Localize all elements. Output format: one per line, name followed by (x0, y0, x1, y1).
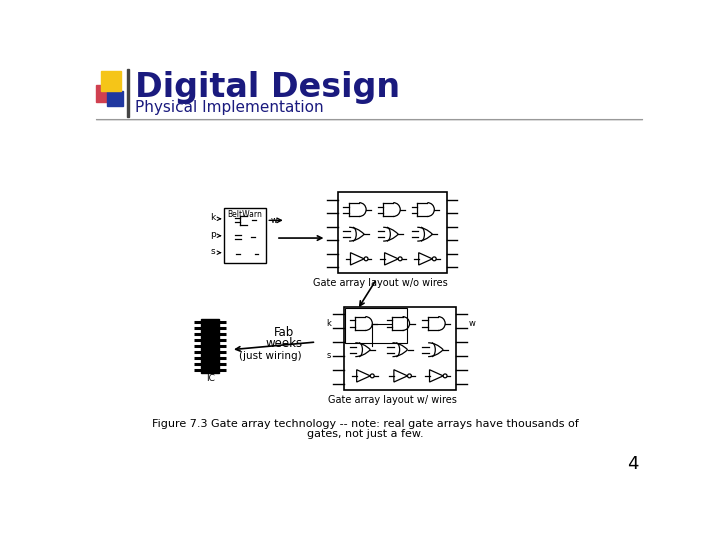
Text: w: w (271, 216, 277, 225)
Text: s: s (210, 247, 215, 255)
Text: 4: 4 (626, 455, 638, 472)
Text: (just wiring): (just wiring) (239, 351, 302, 361)
Text: Gate array layout w/ wires: Gate array layout w/ wires (328, 395, 456, 405)
Text: p: p (210, 230, 216, 239)
Text: Figure 7.3 Gate array technology -- note: real gate arrays have thousands of: Figure 7.3 Gate array technology -- note… (152, 418, 578, 429)
Text: Digital Design: Digital Design (135, 71, 400, 104)
Text: k: k (210, 213, 215, 222)
Text: Gate array layout w/o wires: Gate array layout w/o wires (313, 278, 448, 288)
Text: BeltWarn: BeltWarn (228, 210, 262, 219)
Bar (201, 319, 220, 373)
Text: s: s (326, 352, 330, 360)
Text: w: w (468, 319, 475, 328)
Text: k: k (326, 319, 330, 328)
Bar (346, 308, 408, 343)
Bar (107, 91, 122, 106)
Bar (127, 70, 129, 117)
Text: weeks: weeks (265, 337, 302, 350)
Bar (96, 85, 113, 102)
Bar (344, 307, 456, 390)
Text: gates, not just a few.: gates, not just a few. (307, 429, 423, 440)
Text: Fab: Fab (274, 326, 294, 339)
Text: IC: IC (206, 374, 215, 383)
Text: Physical Implementation: Physical Implementation (135, 100, 323, 116)
Bar (224, 208, 266, 264)
Bar (101, 71, 121, 91)
Bar (338, 192, 446, 273)
